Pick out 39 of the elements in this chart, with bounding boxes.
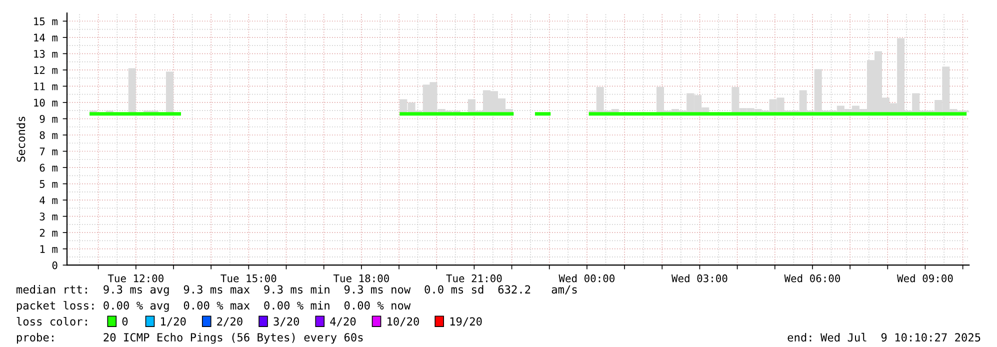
legend-label: 2/20 bbox=[217, 317, 242, 326]
text: probe: 20 ICMP Echo Pings (56 Bytes) every 60s bbox=[16, 332, 363, 344]
y-tick-label: 4 m bbox=[40, 196, 58, 204]
x-tick-label: Wed 00:00 bbox=[558, 274, 614, 282]
legend-label: 4/20 bbox=[330, 317, 356, 326]
legend-label: 1/20 bbox=[161, 317, 186, 326]
legend-label: 19/20 bbox=[450, 317, 482, 326]
x-tick-label: Tue 21:00 bbox=[446, 274, 502, 282]
text: median rtt: 9.3 ms avg 9.3 ms max 9.3 ms min 9.3 ms now 0.0 ms sd 632.2 am/s bbox=[16, 285, 577, 296]
y-tick-label: 14 m bbox=[34, 34, 58, 42]
legend-label: 10/20 bbox=[388, 317, 419, 326]
text: packet loss: 0.00 % avg 0.00 % max 0.00 % min 0.00 % now bbox=[16, 300, 411, 312]
y-tick-label: 1 m bbox=[40, 245, 58, 253]
bar bbox=[128, 68, 136, 112]
y-tick-label: 10 m bbox=[34, 98, 58, 107]
legend-title: loss color: bbox=[16, 316, 87, 326]
legend-label: 3/20 bbox=[274, 317, 300, 326]
legend-label: 0 bbox=[122, 317, 128, 326]
text: end: Wed Jul 9 10:10:27 2025 bbox=[788, 332, 980, 342]
x-tick-label: Wed 09:00 bbox=[897, 274, 953, 282]
x-tick-label: Wed 06:00 bbox=[784, 274, 840, 282]
y-tick-label: 0 bbox=[52, 261, 58, 270]
x-tick-label: Tue 12:00 bbox=[108, 274, 164, 282]
y-tick-label: 12 m bbox=[34, 66, 58, 74]
y-tick-label: 7 m bbox=[40, 148, 58, 156]
y-tick-label: 5 m bbox=[40, 180, 58, 188]
x-tick-label: Tue 18:00 bbox=[333, 274, 389, 282]
x-tick-label: Wed 03:00 bbox=[671, 274, 728, 282]
x-tick-label: Tue 15:00 bbox=[220, 274, 276, 282]
y-tick-label: 13 m bbox=[34, 50, 58, 58]
y-tick-label: 3 m bbox=[40, 212, 58, 220]
y-tick-label: 9 m bbox=[40, 114, 58, 123]
y-axis-title: Seconds bbox=[16, 116, 26, 162]
y-tick-label: 6 m bbox=[40, 164, 58, 172]
y-tick-label: 8 m bbox=[40, 131, 58, 140]
y-tick-label: 2 m bbox=[40, 228, 58, 237]
y-tick-label: 15 m bbox=[34, 18, 58, 26]
bar bbox=[166, 72, 174, 112]
y-tick-label: 11 m bbox=[34, 82, 58, 90]
